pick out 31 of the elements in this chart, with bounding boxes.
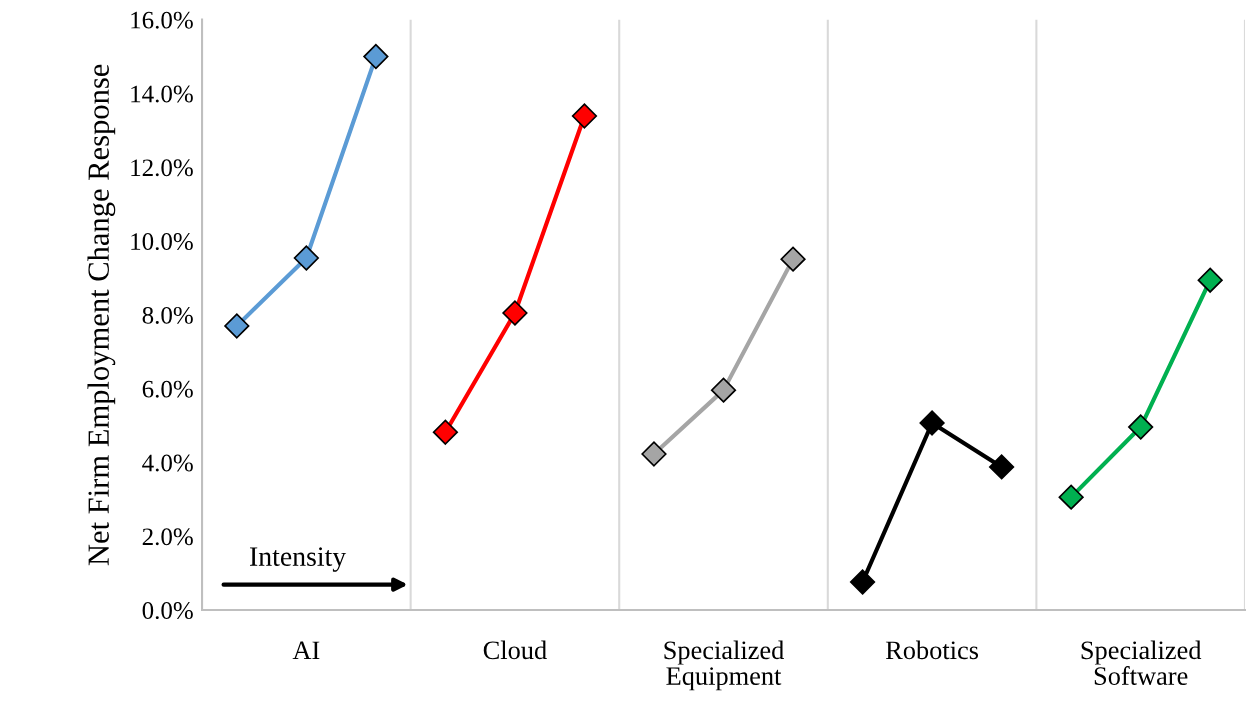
point bbox=[919, 410, 945, 436]
y-tick-label: 12.0% bbox=[131, 159, 193, 177]
point bbox=[363, 43, 389, 70]
point bbox=[710, 377, 737, 403]
point bbox=[1197, 267, 1223, 293]
point bbox=[571, 103, 598, 129]
point bbox=[293, 245, 319, 271]
y-tick-label: 16.0% bbox=[131, 11, 193, 29]
point bbox=[432, 419, 459, 445]
annotation: Intensity bbox=[249, 547, 347, 572]
point bbox=[502, 300, 528, 326]
point bbox=[1058, 484, 1084, 510]
point bbox=[849, 569, 876, 595]
point bbox=[988, 454, 1015, 480]
point bbox=[224, 313, 250, 339]
x-tick-label: Cloud bbox=[483, 640, 547, 660]
point bbox=[780, 246, 806, 272]
y-axis-title: Net Firm Employment Change Response bbox=[87, 64, 116, 566]
y-tick-label: 6.0% bbox=[142, 380, 193, 398]
y-tick-label: 0.0% bbox=[142, 602, 193, 620]
y-tick-label: 10.0% bbox=[131, 233, 193, 251]
x-tick-label: AI bbox=[292, 641, 320, 659]
y-tick-label: 8.0% bbox=[142, 306, 193, 324]
y-tick-label: 4.0% bbox=[142, 454, 193, 472]
x-tick-label: Robotics bbox=[885, 640, 979, 660]
x-tick-label: Specialized Software bbox=[1081, 640, 1202, 685]
x-tick-label: Specialized Equipment bbox=[664, 640, 784, 691]
y-tick-label: 14.0% bbox=[131, 85, 193, 103]
y-tick-label: 2.0% bbox=[142, 528, 193, 546]
point bbox=[1128, 414, 1154, 440]
point bbox=[641, 441, 667, 467]
